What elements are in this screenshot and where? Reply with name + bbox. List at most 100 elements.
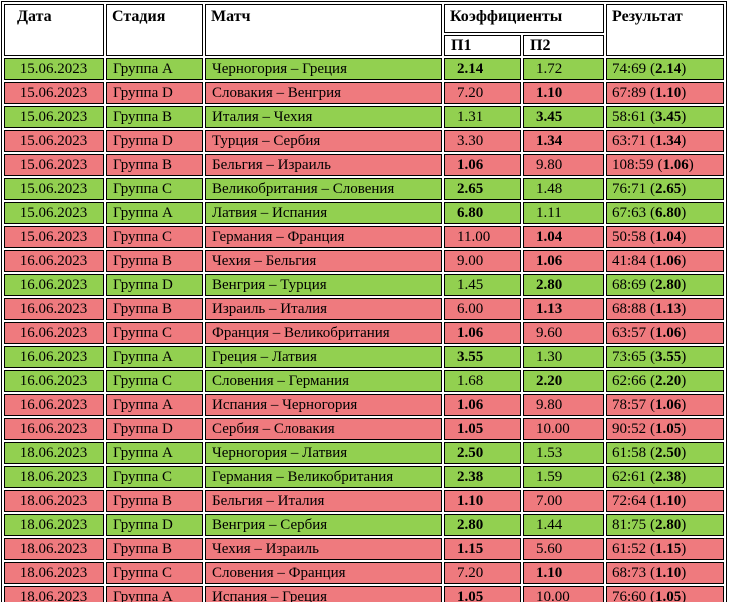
- winning-coefficient: 1.34: [654, 133, 682, 149]
- table-row: 15.06.2023 Группа D Турция – Сербия 3.30…: [4, 130, 725, 152]
- result-cell: 68:69 (2.80): [606, 274, 725, 296]
- paren-open: (: [649, 277, 655, 293]
- p1-coefficient-cell: 11.00: [444, 226, 521, 248]
- winning-coefficient: 3.45: [654, 109, 682, 125]
- table-row: 16.06.2023 Группа D Венгрия – Турция 1.4…: [4, 274, 725, 296]
- result-cell: 78:57 (1.06): [606, 394, 725, 416]
- p2-coefficient-cell: 9.60: [523, 322, 605, 344]
- result-cell: 68:73 (1.10): [606, 562, 725, 584]
- paren-open: (: [649, 61, 655, 77]
- stage-cell: Группа A: [106, 202, 203, 224]
- p1-coefficient-cell: 3.55: [444, 346, 521, 368]
- result-cell: 67:89 (1.10): [606, 82, 725, 104]
- score: 63:71: [612, 133, 647, 149]
- score: 90:52: [612, 421, 647, 437]
- p1-coefficient-cell: 7.20: [444, 82, 521, 104]
- stage-cell: Группа C: [106, 466, 203, 488]
- score: 62:66: [612, 373, 647, 389]
- match-cell: Венгрия – Турция: [205, 274, 442, 296]
- p2-coefficient-cell: 1.44: [523, 514, 605, 536]
- match-cell: Германия – Великобритания: [205, 466, 442, 488]
- result-cell: 63:71 (1.34): [606, 130, 725, 152]
- paren-open: (: [649, 397, 655, 413]
- stage-cell: Группа A: [106, 346, 203, 368]
- result-cell: 62:66 (2.20): [606, 370, 725, 392]
- result-cell: 67:63 (6.80): [606, 202, 725, 224]
- stage-cell: Группа A: [106, 442, 203, 464]
- paren-close: ): [681, 349, 687, 365]
- paren-open: (: [649, 469, 655, 485]
- score: 68:73: [612, 565, 647, 581]
- date-cell: 18.06.2023: [4, 538, 104, 560]
- paren-close: ): [681, 373, 687, 389]
- table-row: 18.06.2023 Группа B Чехия – Израиль 1.15…: [4, 538, 725, 560]
- result-cell: 76:71 (2.65): [606, 178, 725, 200]
- paren-close: ): [681, 517, 687, 533]
- winning-coefficient: 3.55: [654, 349, 682, 365]
- date-cell: 18.06.2023: [4, 442, 104, 464]
- stage-cell: Группа C: [106, 562, 203, 584]
- paren-close: ): [681, 253, 687, 269]
- score: 62:61: [612, 469, 647, 485]
- date-cell: 15.06.2023: [4, 202, 104, 224]
- stage-cell: Группа B: [106, 298, 203, 320]
- result-cell: 74:69 (2.14): [606, 58, 725, 80]
- winning-coefficient: 1.10: [654, 493, 682, 509]
- score: 61:58: [612, 445, 647, 461]
- score: 81:75: [612, 517, 647, 533]
- winning-coefficient: 1.13: [654, 301, 682, 317]
- score: 61:52: [612, 541, 647, 557]
- p2-coefficient-cell: 10.00: [523, 418, 605, 440]
- table-row: 18.06.2023 Группа D Венгрия – Сербия 2.8…: [4, 514, 725, 536]
- date-cell: 16.06.2023: [4, 370, 104, 392]
- table-row: 15.06.2023 Группа A Латвия – Испания 6.8…: [4, 202, 725, 224]
- winning-coefficient: 2.38: [654, 469, 682, 485]
- score: 76:71: [612, 181, 647, 197]
- score: 58:61: [612, 109, 647, 125]
- stage-cell: Группа D: [106, 82, 203, 104]
- result-cell: 73:65 (3.55): [606, 346, 725, 368]
- date-cell: 16.06.2023: [4, 298, 104, 320]
- p2-coefficient-cell: 1.34: [523, 130, 605, 152]
- stage-cell: Группа A: [106, 394, 203, 416]
- match-cell: Латвия – Испания: [205, 202, 442, 224]
- p1-coefficient-cell: 2.38: [444, 466, 521, 488]
- stage-cell: Группа B: [106, 154, 203, 176]
- stage-cell: Группа C: [106, 226, 203, 248]
- p1-coefficient-cell: 1.06: [444, 394, 521, 416]
- paren-close: ): [681, 301, 687, 317]
- score: 63:57: [612, 325, 647, 341]
- stage-cell: Группа B: [106, 490, 203, 512]
- paren-open: (: [649, 373, 655, 389]
- paren-open: (: [649, 493, 655, 509]
- stage-cell: Группа B: [106, 106, 203, 128]
- paren-open: (: [649, 229, 655, 245]
- score: 108:59: [612, 157, 654, 173]
- p1-coefficient-cell: 7.20: [444, 562, 521, 584]
- p2-coefficient-cell: 2.80: [523, 274, 605, 296]
- winning-coefficient: 2.80: [654, 517, 682, 533]
- date-cell: 15.06.2023: [4, 226, 104, 248]
- table-row: 18.06.2023 Группа A Черногория – Латвия …: [4, 442, 725, 464]
- p1-coefficient-cell: 1.31: [444, 106, 521, 128]
- score: 72:64: [612, 493, 647, 509]
- paren-close: ): [681, 589, 687, 602]
- date-cell: 15.06.2023: [4, 130, 104, 152]
- p1-coefficient-cell: 6.80: [444, 202, 521, 224]
- table-row: 15.06.2023 Группа A Черногория – Греция …: [4, 58, 725, 80]
- p2-coefficient-cell: 1.06: [523, 250, 605, 272]
- match-cell: Израиль – Италия: [205, 298, 442, 320]
- stage-cell: Группа A: [106, 586, 203, 602]
- table-row: 16.06.2023 Группа A Испания – Черногория…: [4, 394, 725, 416]
- winning-coefficient: 2.80: [654, 277, 682, 293]
- winning-coefficient: 1.04: [654, 229, 682, 245]
- p1-coefficient-cell: 2.80: [444, 514, 521, 536]
- date-cell: 15.06.2023: [4, 106, 104, 128]
- match-cell: Чехия – Бельгия: [205, 250, 442, 272]
- result-cell: 50:58 (1.04): [606, 226, 725, 248]
- p1-coefficient-cell: 1.10: [444, 490, 521, 512]
- paren-open: (: [649, 565, 655, 581]
- match-cell: Словакия – Венгрия: [205, 82, 442, 104]
- match-cell: Великобритания – Словения: [205, 178, 442, 200]
- p1-coefficient-cell: 2.65: [444, 178, 521, 200]
